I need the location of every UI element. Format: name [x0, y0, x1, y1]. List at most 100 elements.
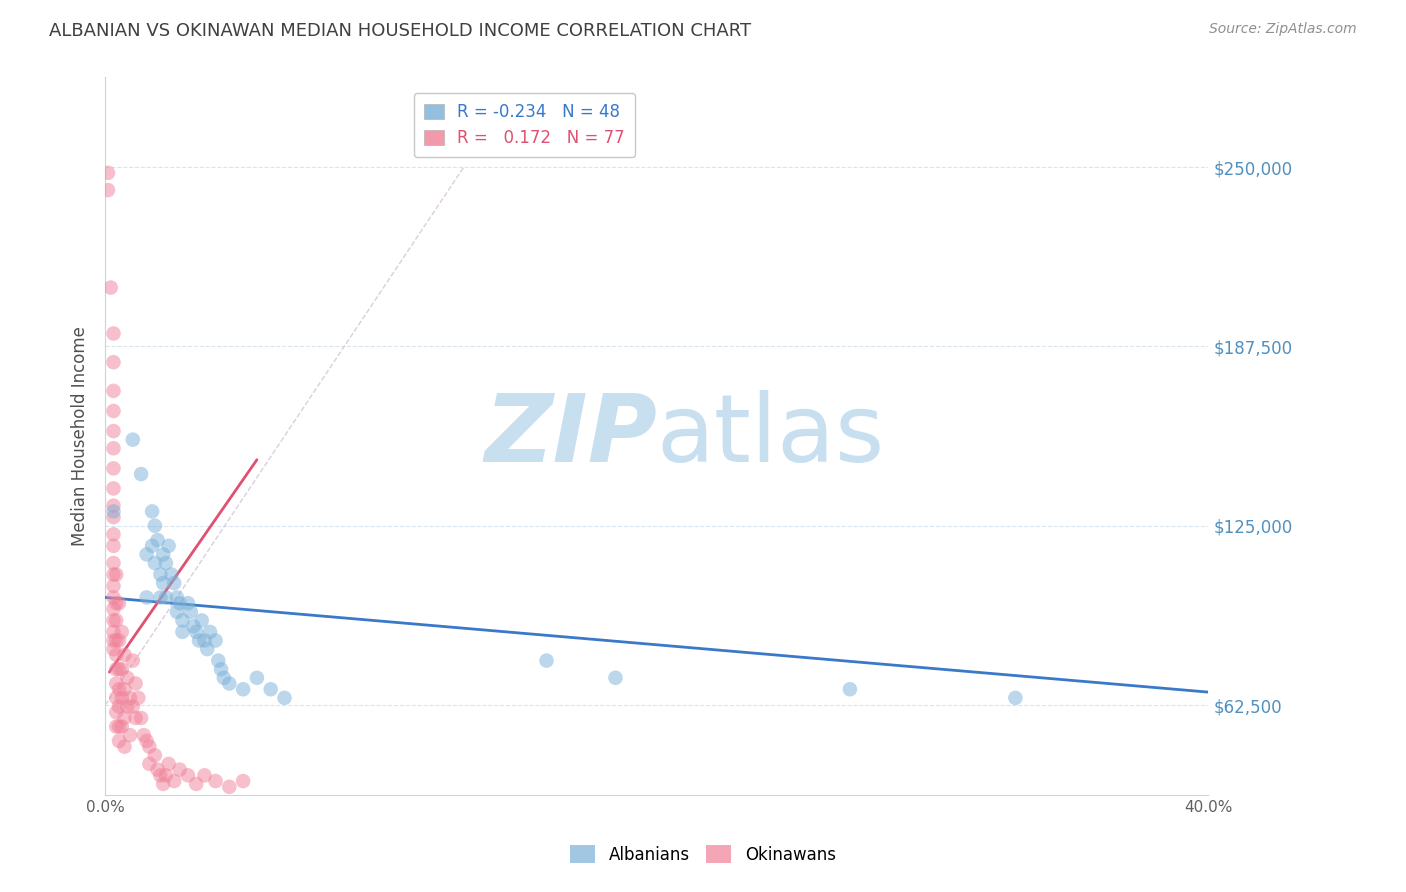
Point — [260, 682, 283, 697]
Point — [103, 602, 125, 616]
Point — [103, 461, 125, 475]
Point — [152, 576, 174, 591]
Point — [103, 527, 125, 541]
Point — [118, 690, 141, 705]
Point — [186, 777, 208, 791]
Point — [246, 671, 269, 685]
Point — [111, 662, 134, 676]
Point — [143, 748, 166, 763]
Point — [100, 280, 122, 294]
Point — [183, 619, 205, 633]
Point — [160, 567, 183, 582]
Point — [103, 355, 125, 369]
Point — [103, 510, 125, 524]
Point — [1004, 690, 1026, 705]
Point — [193, 633, 215, 648]
Point — [105, 648, 128, 662]
Point — [117, 671, 139, 685]
Point — [536, 654, 558, 668]
Point — [108, 633, 131, 648]
Point — [129, 711, 152, 725]
Point — [838, 682, 860, 697]
Point — [108, 662, 131, 676]
Point — [103, 424, 125, 438]
Point — [146, 533, 169, 547]
Point — [155, 591, 177, 605]
Point — [105, 690, 128, 705]
Point — [157, 539, 180, 553]
Point — [105, 614, 128, 628]
Point — [103, 504, 125, 518]
Point — [177, 768, 200, 782]
Point — [149, 591, 172, 605]
Point — [204, 633, 226, 648]
Point — [105, 720, 128, 734]
Point — [180, 605, 202, 619]
Point — [169, 763, 191, 777]
Point — [135, 591, 157, 605]
Point — [605, 671, 627, 685]
Point — [121, 699, 143, 714]
Point — [111, 720, 134, 734]
Point — [103, 567, 125, 582]
Point — [138, 739, 160, 754]
Legend: Albanians, Okinawans: Albanians, Okinawans — [564, 838, 842, 871]
Point — [108, 720, 131, 734]
Point — [163, 774, 186, 789]
Point — [118, 728, 141, 742]
Point — [103, 579, 125, 593]
Point — [207, 654, 229, 668]
Point — [103, 539, 125, 553]
Point — [114, 682, 136, 697]
Text: Source: ZipAtlas.com: Source: ZipAtlas.com — [1209, 22, 1357, 37]
Point — [127, 690, 149, 705]
Point — [132, 728, 155, 742]
Legend: R = -0.234   N = 48, R =   0.172   N = 77: R = -0.234 N = 48, R = 0.172 N = 77 — [413, 93, 636, 157]
Point — [105, 705, 128, 719]
Point — [121, 433, 143, 447]
Point — [124, 676, 146, 690]
Point — [143, 556, 166, 570]
Point — [103, 556, 125, 570]
Point — [105, 633, 128, 648]
Point — [124, 711, 146, 725]
Point — [166, 591, 188, 605]
Point — [103, 442, 125, 456]
Point — [143, 518, 166, 533]
Point — [273, 690, 295, 705]
Point — [108, 699, 131, 714]
Point — [141, 504, 163, 518]
Point — [108, 682, 131, 697]
Point — [155, 556, 177, 570]
Point — [108, 734, 131, 748]
Point — [114, 648, 136, 662]
Point — [103, 326, 125, 341]
Point — [135, 734, 157, 748]
Point — [190, 614, 212, 628]
Point — [103, 614, 125, 628]
Point — [195, 642, 218, 657]
Point — [149, 768, 172, 782]
Point — [146, 763, 169, 777]
Point — [218, 676, 240, 690]
Text: atlas: atlas — [657, 390, 886, 482]
Point — [138, 756, 160, 771]
Point — [129, 467, 152, 481]
Point — [188, 633, 211, 648]
Point — [152, 548, 174, 562]
Point — [193, 768, 215, 782]
Point — [169, 596, 191, 610]
Point — [177, 596, 200, 610]
Point — [111, 690, 134, 705]
Point — [103, 642, 125, 657]
Y-axis label: Median Household Income: Median Household Income — [72, 326, 89, 546]
Point — [218, 780, 240, 794]
Point — [103, 591, 125, 605]
Point — [108, 596, 131, 610]
Point — [172, 614, 194, 628]
Point — [114, 711, 136, 725]
Point — [105, 662, 128, 676]
Point — [212, 671, 235, 685]
Point — [121, 654, 143, 668]
Point — [141, 539, 163, 553]
